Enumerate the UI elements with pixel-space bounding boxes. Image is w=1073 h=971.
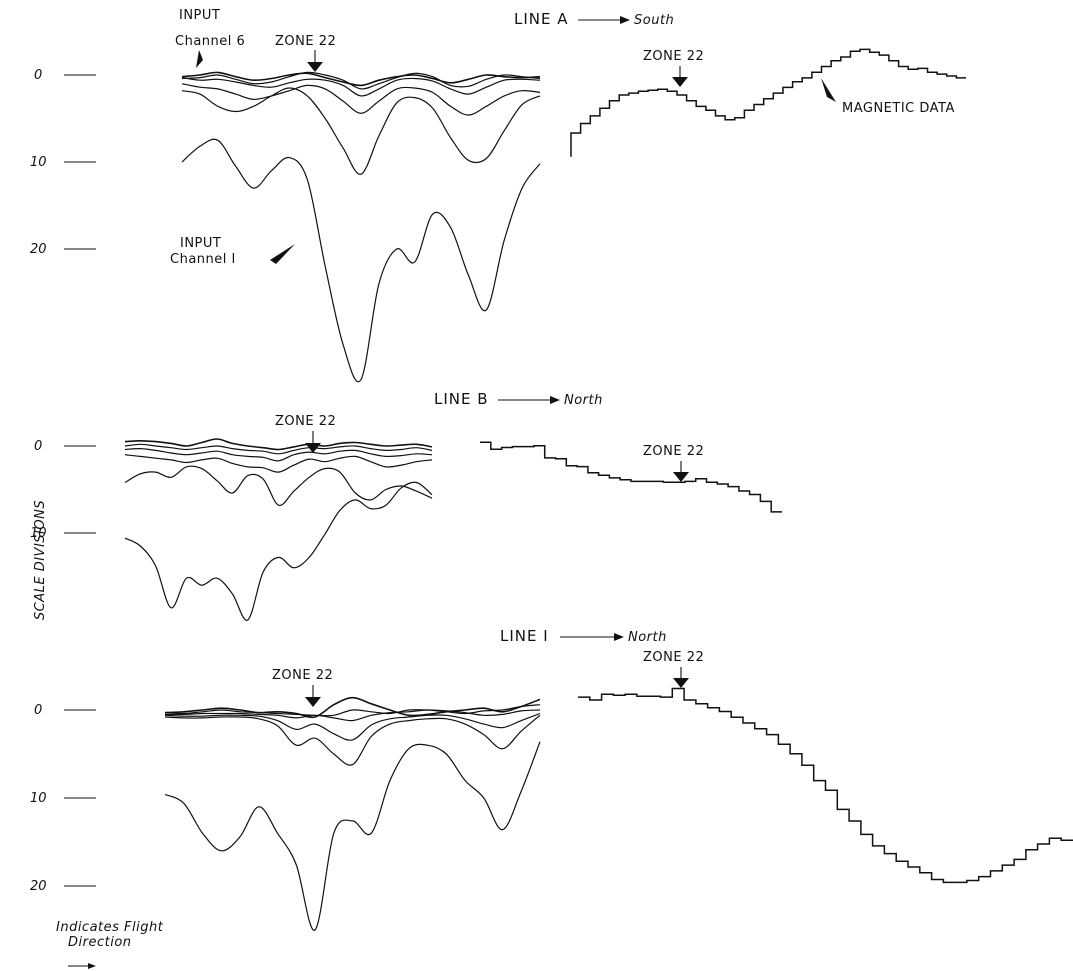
line-a-mag-zone-arrow <box>672 66 688 87</box>
line-b-title: LINE B <box>434 390 489 408</box>
line-i-ticks: 0 10 20 <box>30 703 96 894</box>
line-i-em-series-4 <box>164 712 541 741</box>
line-a-zone-arrow <box>307 50 323 72</box>
line-a-magnetic-trace <box>570 48 966 157</box>
line-i-em-series-6 <box>164 741 541 931</box>
scale-label: SCALE DIVISIONS <box>33 500 48 620</box>
line-b-mag-zone-arrow <box>673 461 689 482</box>
line-a-em-series-5 <box>181 87 541 175</box>
line-a-input-ch6-label: INPUT <box>179 8 220 23</box>
line-a-zone-label: ZONE 22 <box>275 34 336 49</box>
line-a-ticks: 0 10 20 <box>30 68 96 257</box>
line-b-tick-0: 0 <box>34 439 42 454</box>
legend-arrowhead <box>88 963 96 969</box>
line-i-mag-zone-label: ZONE 22 <box>643 650 704 665</box>
line-b-tick-10: 10 <box>30 526 47 541</box>
line-i-em-series-2 <box>164 704 541 717</box>
line-a-input-ch1-label: INPUT <box>180 236 221 251</box>
line-i-em-series-1 <box>164 696 541 719</box>
line-a-magnetic-label: MAGNETIC DATA <box>842 101 955 116</box>
line-b-em-series-3 <box>124 447 433 462</box>
line-a-direction: South <box>634 13 674 28</box>
line-a-panel: LINE A South 0 10 20 INPUT Channel 6 ZON… <box>30 8 966 383</box>
line-b-em-series-1 <box>124 438 433 451</box>
line-i-magnetic-trace <box>578 687 1073 884</box>
line-b-em-series-4 <box>124 454 433 473</box>
line-b-zone-arrow <box>305 431 321 453</box>
line-i-zone-label: ZONE 22 <box>272 668 333 683</box>
line-a-magnetic-series <box>570 48 966 157</box>
line-b-arrowhead <box>550 396 560 404</box>
line-a-magnetic-pointer <box>821 78 836 102</box>
line-i-direction: North <box>628 630 667 645</box>
line-a-tick-10: 10 <box>30 155 47 170</box>
legend-line-2: Direction <box>68 935 132 950</box>
line-i-magnetic-series <box>578 687 1073 884</box>
line-a-tick-0: 0 <box>34 68 42 83</box>
line-b-direction: North <box>564 393 603 408</box>
line-a-em-series-1 <box>181 71 541 87</box>
line-a-em-series-2 <box>181 71 541 90</box>
line-a-title: LINE A <box>514 10 569 28</box>
line-b-em-traces <box>124 438 433 621</box>
line-a-em-series-4 <box>181 83 541 116</box>
line-a-ch6-pointer <box>196 50 203 68</box>
line-i-em-traces <box>164 696 541 931</box>
line-b-panel: LINE B North 0 10 ZONE 22 ZONE 22 <box>30 390 782 621</box>
line-a-em-series-3 <box>181 77 541 97</box>
line-b-em-series-6 <box>124 481 433 621</box>
line-a-ch1-pointer <box>270 244 295 264</box>
line-i-arrowhead <box>614 633 624 641</box>
line-i-em-series-5 <box>164 714 541 766</box>
line-i-tick-0: 0 <box>34 703 42 718</box>
line-a-tick-20: 20 <box>30 242 47 257</box>
line-i-zone-arrow <box>305 685 321 707</box>
flight-direction-legend: Indicates Flight Direction <box>56 920 164 969</box>
line-a-input-ch1-channel: Channel I <box>170 252 236 267</box>
line-i-tick-10: 10 <box>30 791 47 806</box>
line-b-em-series-2 <box>124 443 433 455</box>
line-i-em-series-3 <box>164 709 541 722</box>
line-a-em-series-6 <box>181 138 541 383</box>
legend-line-1: Indicates Flight <box>56 920 164 935</box>
line-b-magnetic-series <box>480 441 782 513</box>
line-a-input-ch6-channel: Channel 6 <box>175 34 245 49</box>
line-a-em-traces <box>181 71 541 383</box>
line-b-ticks: 0 10 <box>30 439 96 541</box>
line-a-arrowhead <box>620 16 630 24</box>
line-i-panel: LINE I North 0 10 20 ZONE 22 ZONE 22 <box>30 627 1073 931</box>
line-b-zone-label: ZONE 22 <box>275 414 336 429</box>
line-b-mag-zone-label: ZONE 22 <box>643 444 704 459</box>
line-b-em-series-5 <box>124 465 433 506</box>
line-i-mag-zone-arrow <box>673 667 689 688</box>
line-i-title: LINE I <box>500 627 549 645</box>
line-a-mag-zone-label: ZONE 22 <box>643 49 704 64</box>
line-b-magnetic-trace <box>480 441 782 513</box>
line-i-tick-20: 20 <box>30 879 47 894</box>
